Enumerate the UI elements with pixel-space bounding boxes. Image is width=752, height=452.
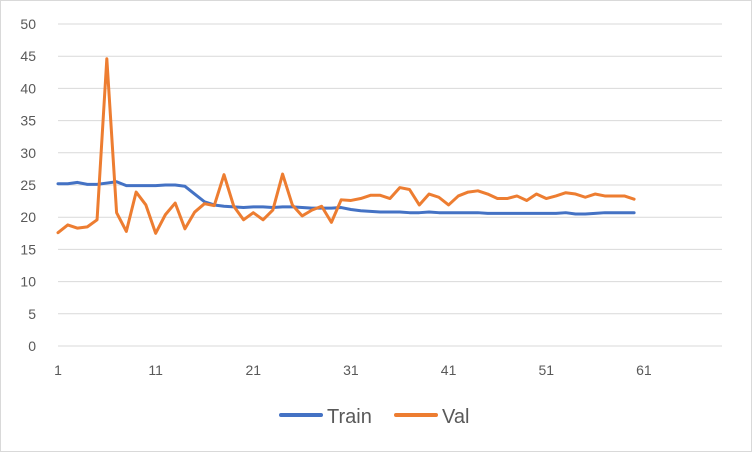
series-line-train (56, 180, 636, 216)
x-tick-label: 1 (54, 362, 62, 378)
y-tick-label: 45 (20, 48, 36, 64)
legend-item-train: Train (279, 406, 372, 428)
y-tick-label: 50 (20, 16, 36, 32)
x-tick-label: 21 (246, 362, 262, 378)
y-tick-label: 25 (20, 177, 36, 193)
y-tick-label: 10 (20, 274, 36, 290)
series-line-val (56, 57, 636, 235)
legend: Train Val (279, 406, 469, 428)
x-axis-tick-labels: 1 11 21 31 41 51 61 (54, 362, 652, 378)
y-tick-label: 30 (20, 145, 36, 161)
y-tick-label: 15 (20, 241, 36, 257)
x-tick-label: 31 (343, 362, 359, 378)
x-tick-label: 61 (636, 362, 652, 378)
x-tick-label: 41 (441, 362, 457, 378)
y-tick-label: 5 (28, 306, 36, 322)
series-layer (56, 57, 636, 235)
y-tick-label: 20 (20, 209, 36, 225)
y-tick-label: 0 (28, 338, 36, 354)
y-tick-label: 40 (20, 80, 36, 96)
legend-label-train: Train (327, 406, 372, 428)
legend-item-val: Val (394, 406, 469, 428)
x-tick-label: 51 (538, 362, 554, 378)
x-tick-label: 11 (148, 362, 163, 378)
legend-label-val: Val (442, 406, 469, 428)
grid-lines (58, 23, 722, 347)
y-axis-tick-labels: 0 5 10 15 20 25 30 35 40 45 50 (20, 16, 36, 354)
y-tick-label: 35 (20, 113, 36, 129)
